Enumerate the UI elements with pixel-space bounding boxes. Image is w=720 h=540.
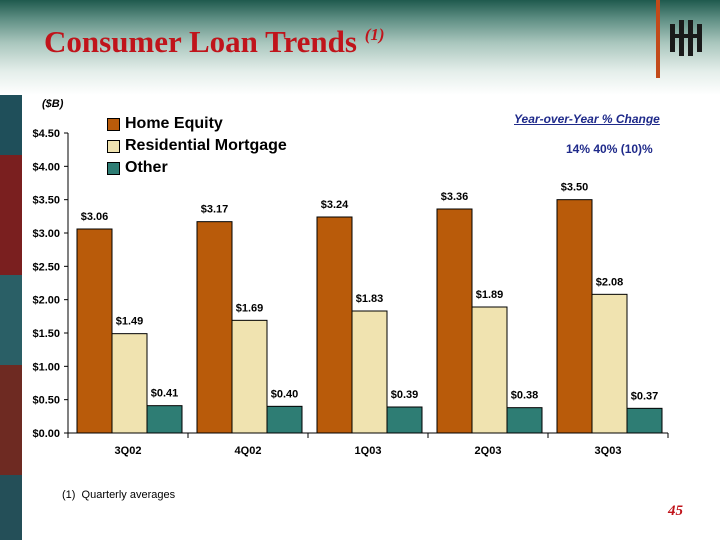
legend-swatch-residential-mortgage [107, 139, 120, 153]
bar-data-label: $3.17 [201, 204, 229, 216]
logo-divider [656, 0, 660, 78]
y-tick-label: $3.50 [32, 195, 60, 207]
bar-data-label: $1.49 [116, 316, 144, 328]
bar [471, 306, 508, 434]
legend-swatch-home-equity [107, 117, 120, 131]
yoy-change-title: Year-over-Year % Change [514, 112, 660, 126]
bar [111, 333, 148, 434]
y-tick-label: $3.00 [32, 228, 60, 240]
bar-data-label: $0.40 [271, 388, 299, 400]
page-number: 45 [668, 503, 683, 519]
bar-data-label: $0.37 [631, 390, 659, 402]
y-tick-label: $4.00 [32, 161, 60, 173]
legend-label-residential-mortgage: Residential Mortgage [125, 137, 287, 154]
bar [591, 293, 628, 434]
bar [76, 228, 113, 434]
bar-data-label: $3.06 [81, 211, 109, 223]
bar [506, 407, 543, 434]
chart-legend: Home Equity Residential Mortgage Other [107, 113, 287, 179]
bar [351, 310, 388, 434]
bar [316, 216, 353, 434]
x-tick-label: 3Q03 [595, 445, 622, 457]
y-tick-label: $0.00 [32, 428, 60, 440]
bar-data-label: $3.24 [321, 199, 349, 211]
bar [436, 208, 473, 434]
bar-data-label: $1.83 [356, 293, 384, 305]
y-tick-label: $2.50 [32, 261, 60, 273]
unit-label: ($B) [42, 98, 64, 110]
bar [556, 199, 593, 434]
bar-data-label: $1.89 [476, 289, 504, 301]
y-tick-label: $4.50 [32, 128, 60, 140]
x-tick-label: 1Q03 [355, 445, 382, 457]
bar [231, 319, 268, 434]
bar [626, 407, 663, 434]
bar [146, 405, 183, 434]
x-tick-label: 3Q02 [115, 445, 142, 457]
yoy-change-values: 14% 40% (10)% [566, 142, 653, 156]
legend-item-other: Other [107, 157, 287, 179]
header-band [0, 0, 720, 95]
bar-data-label: $0.41 [151, 388, 179, 400]
legend-item-residential-mortgage: Residential Mortgage [107, 135, 287, 157]
left-decorative-stripes [0, 95, 22, 540]
footnote: (1) Quarterly averages [62, 489, 176, 501]
y-tick-label: $1.00 [32, 361, 60, 373]
bar-data-label: $3.36 [441, 191, 469, 203]
bar [386, 406, 423, 434]
legend-item-home-equity: Home Equity [107, 113, 287, 135]
bar [196, 221, 233, 434]
bar-data-label: $1.69 [236, 302, 264, 314]
bar-data-label: $3.50 [561, 182, 589, 194]
x-tick-label: 2Q03 [475, 445, 502, 457]
bar-data-label: $0.38 [511, 390, 539, 402]
x-tick-label: 4Q02 [235, 445, 262, 457]
company-logo-icon [670, 20, 702, 56]
bar-data-label: $0.39 [391, 389, 419, 401]
bar [266, 405, 303, 434]
y-tick-label: $0.50 [32, 395, 60, 407]
y-tick-label: $2.00 [32, 295, 60, 307]
legend-swatch-other [107, 161, 120, 175]
legend-label-other: Other [125, 159, 168, 176]
legend-label-home-equity: Home Equity [125, 115, 223, 132]
page-title: Consumer Loan Trends (1) [44, 24, 385, 59]
title-footnote-marker: (1) [364, 25, 385, 44]
y-tick-label: $1.50 [32, 328, 60, 340]
bar-data-label: $2.08 [596, 276, 624, 288]
